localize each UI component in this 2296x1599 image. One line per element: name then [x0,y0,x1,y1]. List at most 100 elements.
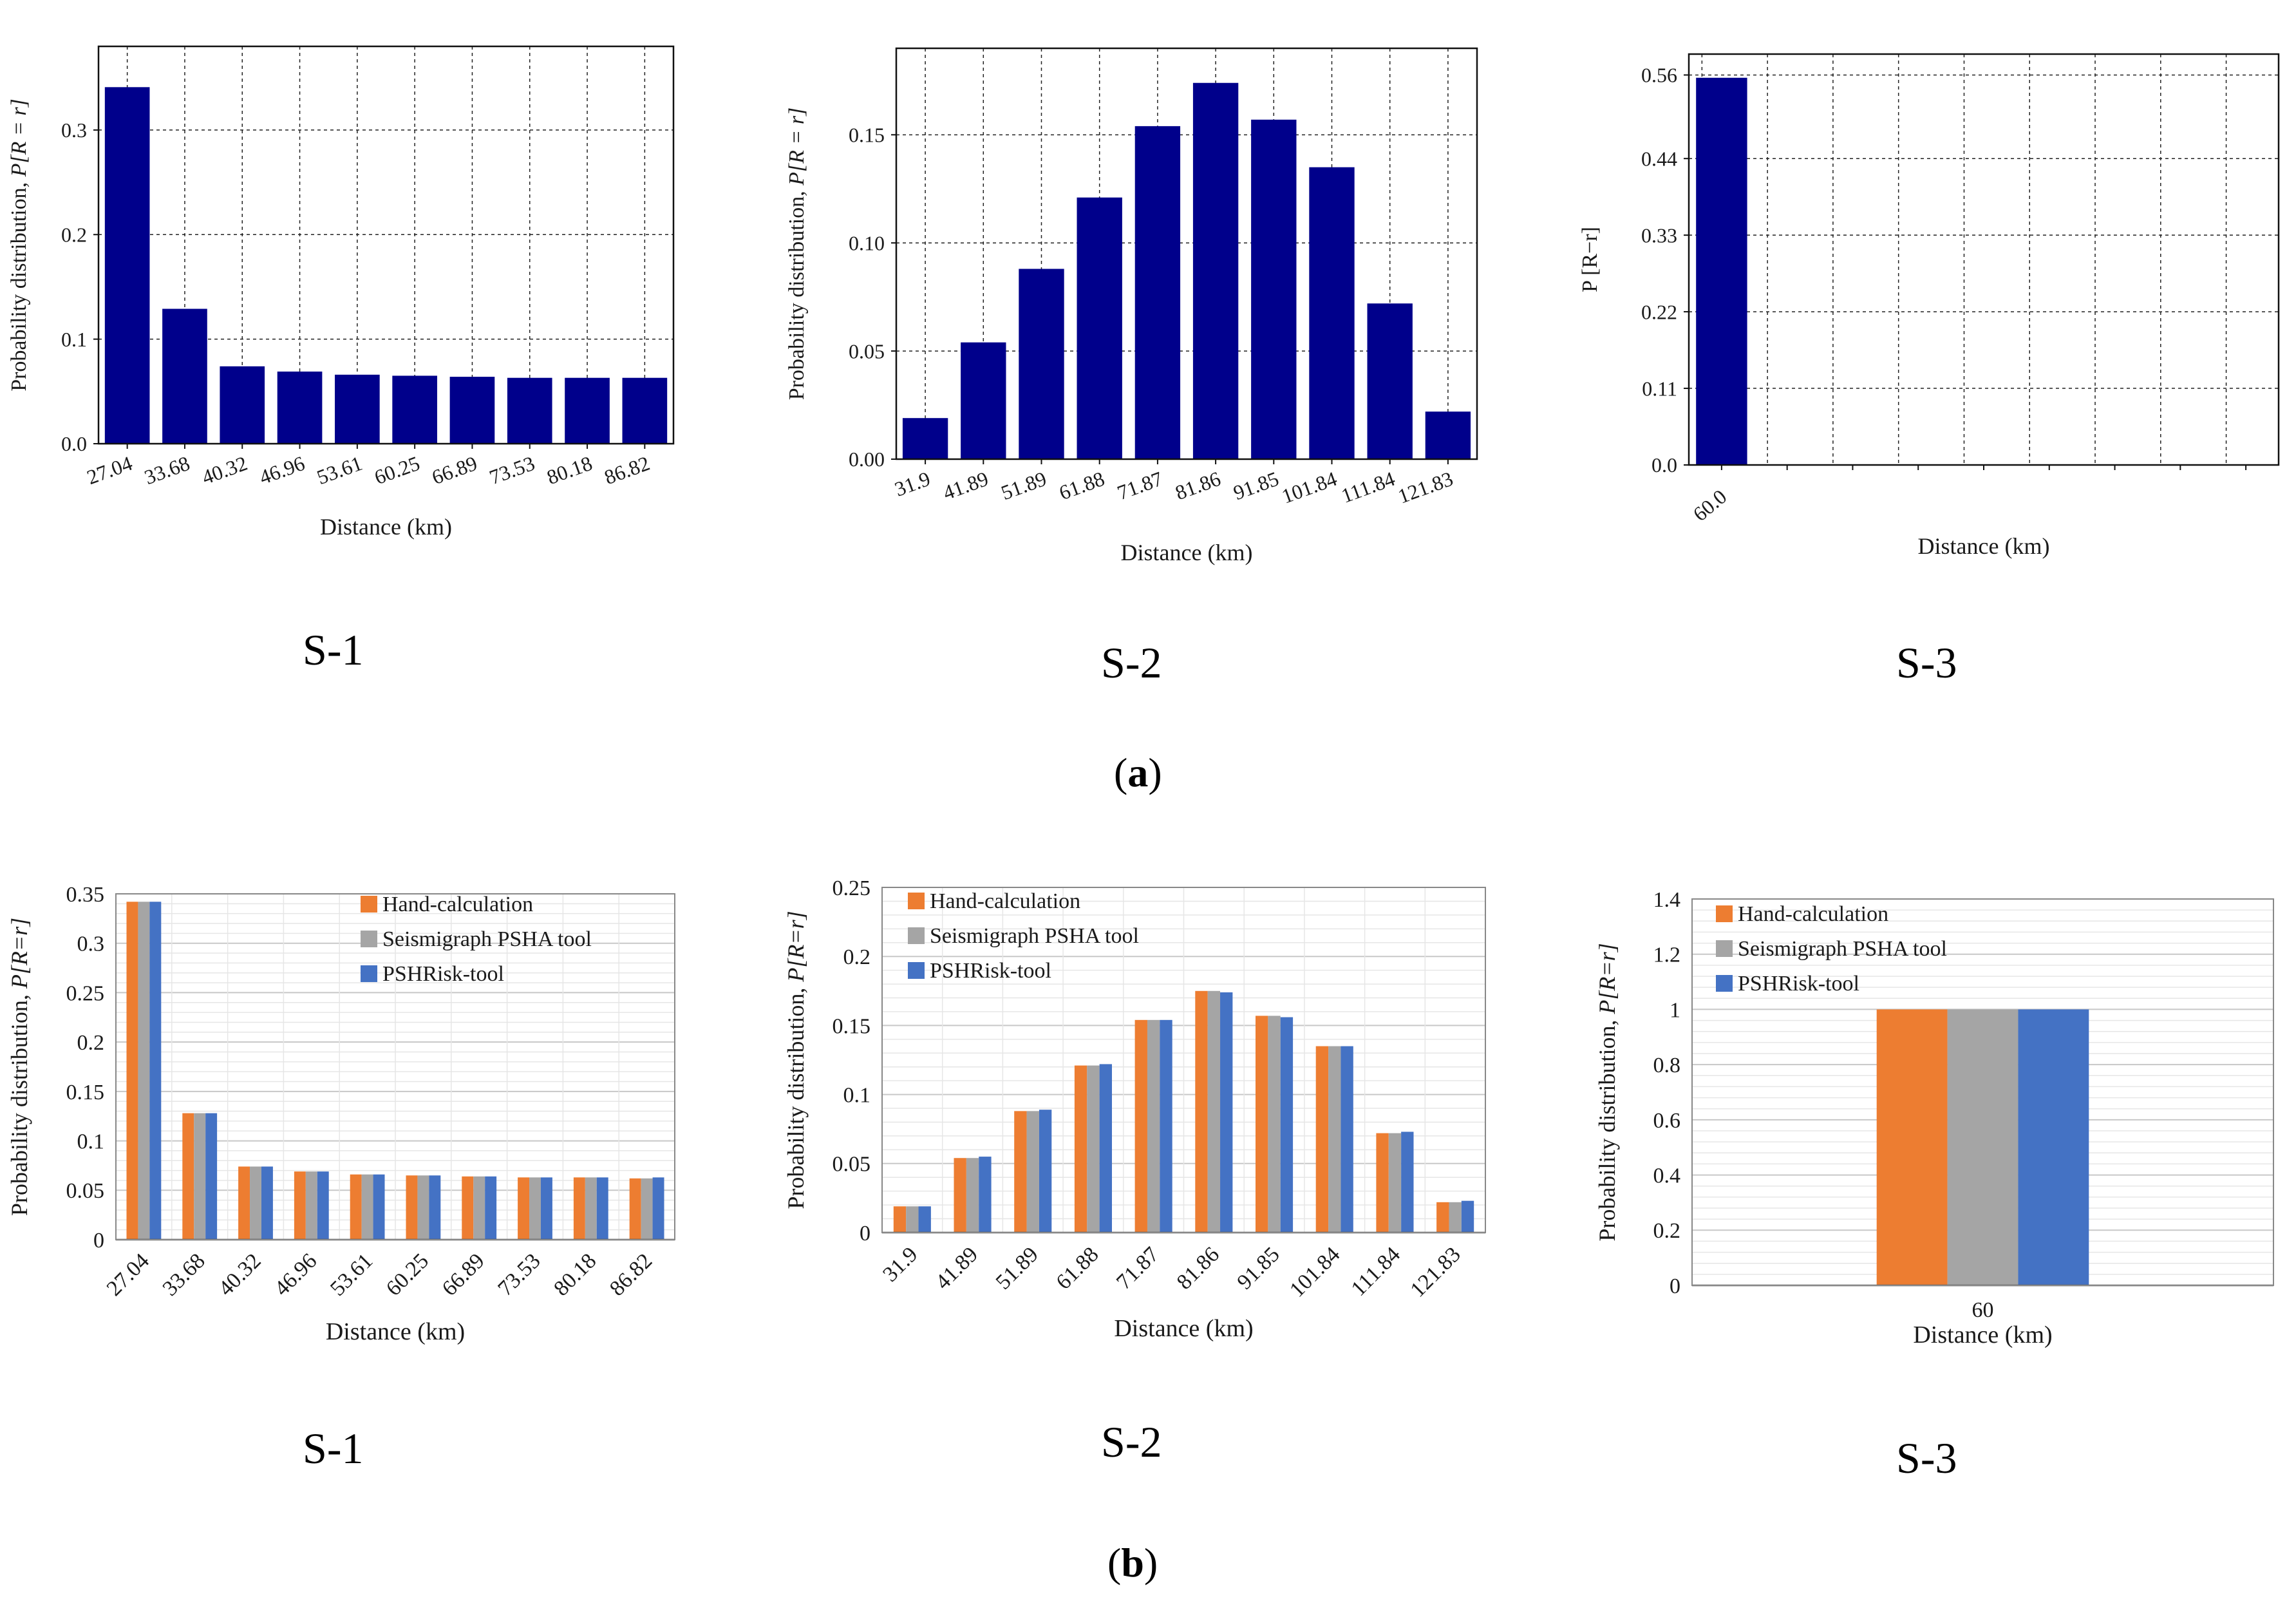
x-axis-label: Distance (km) [326,1318,465,1345]
x-tick-label: 61.88 [1051,1242,1103,1294]
panel-a-open: ( [1114,750,1128,795]
bar-b-s1-2-8 [596,1177,608,1240]
y-tick-label: 0.44 [1641,147,1677,170]
x-axis-label: Distance (km) [1913,1321,2052,1348]
bar-a-s1-9 [622,377,668,444]
bar-b-s1-0-4 [350,1174,362,1240]
x-tick-label: 80.18 [543,451,595,489]
bar-b-s2-1-1 [966,1158,979,1233]
bar-b-s1-1-6 [473,1176,485,1240]
caption-a-s2: S-2 [1101,638,1162,687]
y-axis-label-text: Probability distribution, [7,176,31,391]
legend-swatch [1716,975,1733,992]
bar-b-s2-2-2 [1039,1110,1052,1233]
y-axis-label-text: P [R−r] [1578,227,1602,292]
y-tick-label: 0.15 [66,1081,105,1104]
y-tick-label: 0.11 [1642,377,1677,400]
caption-b-s3: S-3 [1896,1433,1957,1482]
bar-a-s1-0 [104,87,150,444]
y-tick-label: 0.00 [849,448,885,471]
plot-frame [895,47,1478,460]
x-tick-label: 121.83 [1395,467,1456,508]
y-tick-label: 0 [860,1222,870,1245]
bar-b-s2-0-7 [1315,1046,1329,1233]
bar-b-s2-1-4 [1147,1019,1160,1233]
y-tick-label: 0 [1670,1274,1680,1298]
legend-label: Seismigraph PSHA tool [1738,937,1947,961]
y-tick-label: 1.2 [1653,943,1681,967]
x-tick-label: 81.86 [1172,1242,1224,1294]
legend-swatch [361,931,377,947]
y-tick-label: 0.05 [849,339,885,363]
y-tick-label: 0.25 [66,981,105,1005]
panel-b-close: ) [1143,1540,1158,1585]
x-tick-label: 121.83 [1406,1242,1465,1301]
chart-b-s1: 0 0.05 0.1 0.15 0.2 0.25 0.3 0.35 27.04 33.68 40.3… [6,883,675,1345]
bar-b-s3-0-0 [1876,1009,1948,1285]
bar-a-s1-4 [335,374,380,444]
x-axis-label: Distance (km) [1121,540,1253,565]
y-tick-label: 0.1 [61,328,87,351]
plot-frame [115,893,675,1240]
bar-b-s1-1-0 [138,902,150,1240]
bar-b-s2-1-3 [1087,1065,1100,1233]
bar-b-s3-1-0 [1947,1009,2018,1285]
bar-a-s1-7 [507,377,552,444]
bar-b-s1-0-7 [518,1177,530,1240]
x-tick-label: 86.82 [605,1249,657,1300]
x-tick-label: 111.84 [1338,467,1398,507]
bar-b-s2-0-9 [1436,1202,1449,1233]
legend-swatch [1716,905,1733,922]
bar-b-s1-1-4 [361,1174,373,1240]
x-tick-label: 46.96 [256,451,308,489]
x-tick-label: 33.68 [141,451,193,489]
x-tick-label: 46.96 [270,1249,321,1300]
x-tick-label: 51.89 [992,1242,1043,1294]
bar-a-s1-5 [392,375,437,444]
chart-a-s2: 0.00 0.05 0.10 0.15 31.9 41.89 51.89 61.88 71.87… [785,47,1478,565]
bar-b-s2-1-2 [1026,1111,1039,1233]
bar-a-s1-2 [220,366,265,444]
y-axis-label-text: Probability distribution, [785,185,809,400]
panel-b-label: (b) [1107,1539,1158,1587]
y-tick-label: 0.8 [1653,1054,1681,1077]
bar-b-s1-2-1 [205,1113,218,1240]
y-tick-label: 0.22 [1641,300,1677,323]
x-tick-label: 91.85 [1230,467,1282,504]
bar-b-s2-0-1 [954,1158,966,1233]
bar-a-s2-0 [902,418,948,459]
y-tick-label: 0.15 [833,1014,871,1038]
bar-b-s1-2-9 [652,1177,664,1240]
y-tick-label: 0.15 [849,124,885,147]
y-axis-label-math: P[R=r] [6,918,32,989]
x-tick-label: 27.04 [102,1249,154,1300]
x-tick-label: 40.32 [214,1249,265,1300]
x-axis-label: Distance (km) [320,514,452,540]
panel-b-letter: b [1121,1540,1144,1585]
bar-a-s2-9 [1425,412,1471,459]
legend-label: Hand-calculation [382,893,533,916]
legend-swatch [908,927,925,944]
bar-a-s2-1 [961,342,1006,459]
y-axis-label-text: Probability distribution, [783,982,809,1209]
bar-b-s1-1-9 [641,1178,653,1240]
y-tick-label: 0.35 [66,883,105,907]
x-tick-label: 71.87 [1112,1242,1163,1294]
x-axis-label: Distance (km) [1918,533,2050,559]
x-tick-label: 60.25 [382,1249,433,1300]
bar-b-s2-2-8 [1401,1131,1414,1233]
bar-b-s2-2-3 [1099,1064,1112,1233]
bar-a-s3-0 [1696,77,1747,465]
y-axis-label-math: P[R=r] [783,911,809,982]
bar-b-s1-2-3 [317,1171,329,1240]
y-axis-label: Probability distribution, P[R=r] [6,918,32,1216]
legend-swatch [908,893,925,909]
bar-b-s1-1-5 [417,1175,429,1240]
chart-b-s2: 0 0.05 0.1 0.15 0.2 0.25 31.9 41.89 51.89 61.88 71… [783,876,1486,1342]
y-tick-label: 0.4 [1653,1164,1681,1187]
bar-b-s1-2-0 [149,902,162,1240]
bar-b-s1-2-4 [373,1174,385,1240]
y-axis-label: Probability distribution, P[R=r] [1594,943,1620,1241]
bar-a-s1-6 [449,377,495,444]
